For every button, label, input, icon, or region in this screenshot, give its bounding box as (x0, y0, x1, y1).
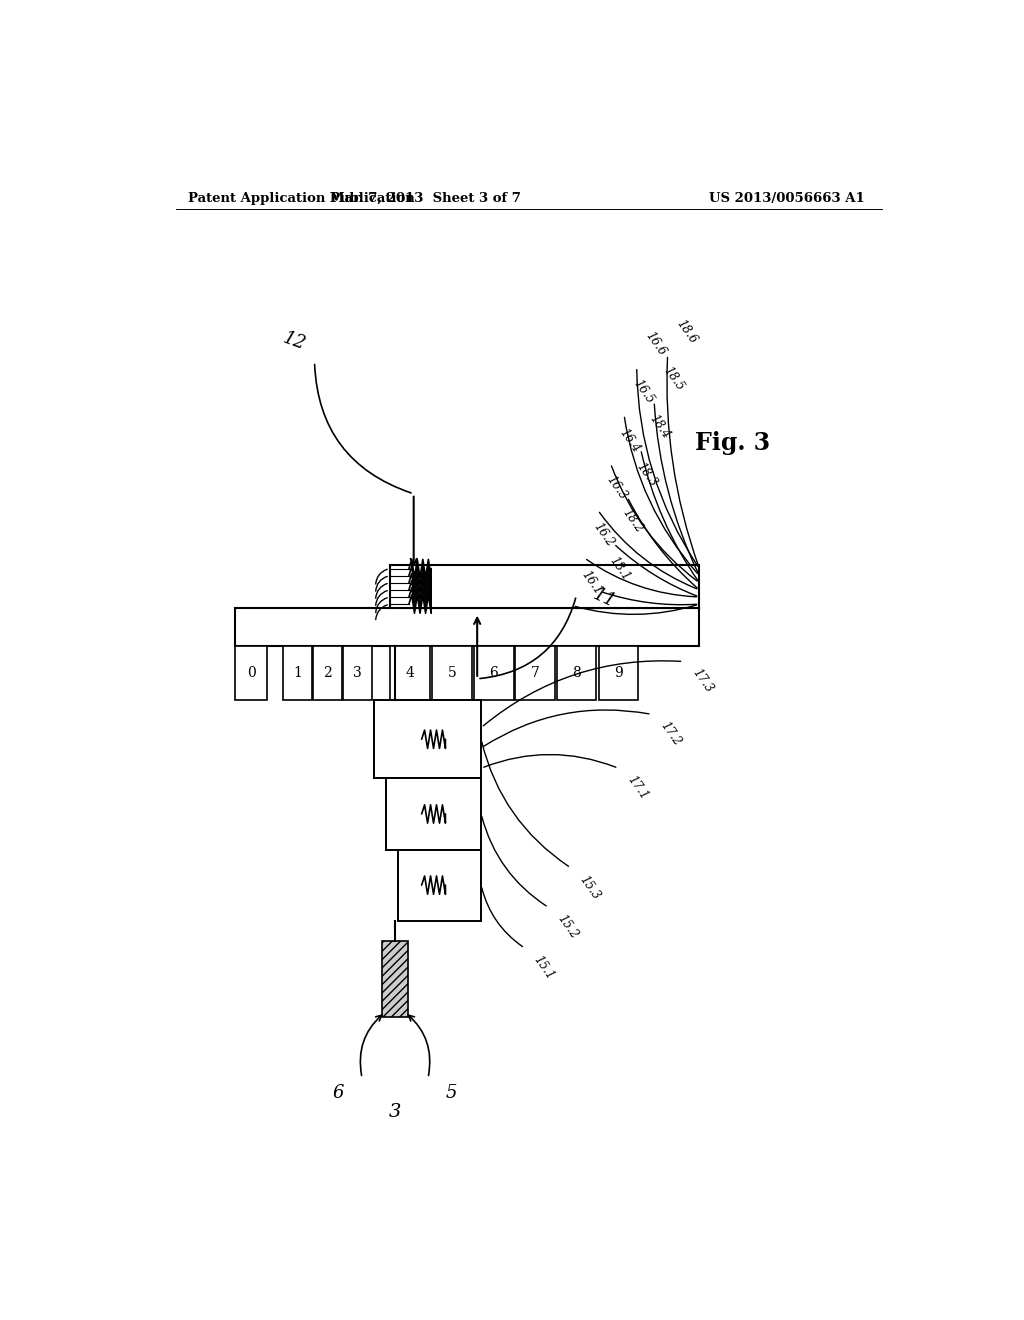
Text: 11: 11 (590, 586, 618, 611)
Text: 16.5: 16.5 (631, 378, 656, 407)
Bar (599, 647, 638, 700)
Text: 17.3: 17.3 (690, 667, 716, 696)
Text: 3: 3 (353, 667, 362, 680)
Text: 2: 2 (324, 667, 332, 680)
Bar (374, 700, 481, 779)
Text: 7: 7 (530, 667, 540, 680)
Text: 18.2: 18.2 (620, 507, 646, 536)
Text: 16.1: 16.1 (579, 569, 604, 598)
Bar (557, 647, 596, 700)
Text: 5: 5 (446, 1085, 458, 1102)
Text: Fig. 3: Fig. 3 (695, 432, 770, 455)
Text: 17.2: 17.2 (658, 719, 684, 748)
Text: 18.1: 18.1 (606, 554, 632, 583)
Bar (343, 647, 373, 700)
Bar (390, 565, 699, 607)
Text: 1: 1 (293, 667, 302, 680)
Text: 0: 0 (247, 667, 255, 680)
Text: 18.3: 18.3 (634, 459, 659, 488)
Bar (390, 647, 430, 700)
Text: 15.1: 15.1 (531, 953, 557, 982)
Bar (313, 647, 342, 700)
Text: 17.1: 17.1 (625, 774, 650, 803)
Bar (397, 850, 481, 921)
Bar (386, 779, 481, 850)
Text: 15.3: 15.3 (578, 873, 603, 902)
Text: 12: 12 (281, 329, 308, 354)
Bar (283, 647, 312, 700)
Text: 5: 5 (447, 667, 456, 680)
Text: 16.6: 16.6 (643, 330, 669, 359)
Text: 6: 6 (489, 667, 499, 680)
Text: 6: 6 (333, 1085, 344, 1102)
Text: 18.6: 18.6 (674, 318, 699, 346)
Text: 16.2: 16.2 (591, 521, 616, 549)
Text: Mar. 7, 2013  Sheet 3 of 7: Mar. 7, 2013 Sheet 3 of 7 (330, 191, 521, 205)
Bar (382, 941, 409, 1018)
Text: 18.4: 18.4 (647, 412, 673, 441)
Bar (432, 647, 472, 700)
Bar (236, 647, 267, 700)
Text: 3: 3 (389, 1102, 401, 1121)
Text: 4: 4 (406, 667, 414, 680)
Bar (236, 607, 699, 647)
Text: 18.5: 18.5 (660, 364, 686, 393)
Text: 8: 8 (572, 667, 581, 680)
Text: 16.4: 16.4 (616, 426, 643, 455)
Text: US 2013/0056663 A1: US 2013/0056663 A1 (709, 191, 864, 205)
Text: 15.2: 15.2 (555, 912, 581, 941)
Bar (515, 647, 555, 700)
Text: 9: 9 (614, 667, 623, 680)
Text: Patent Application Publication: Patent Application Publication (187, 191, 415, 205)
Bar (474, 647, 514, 700)
Text: 16.3: 16.3 (604, 473, 630, 502)
